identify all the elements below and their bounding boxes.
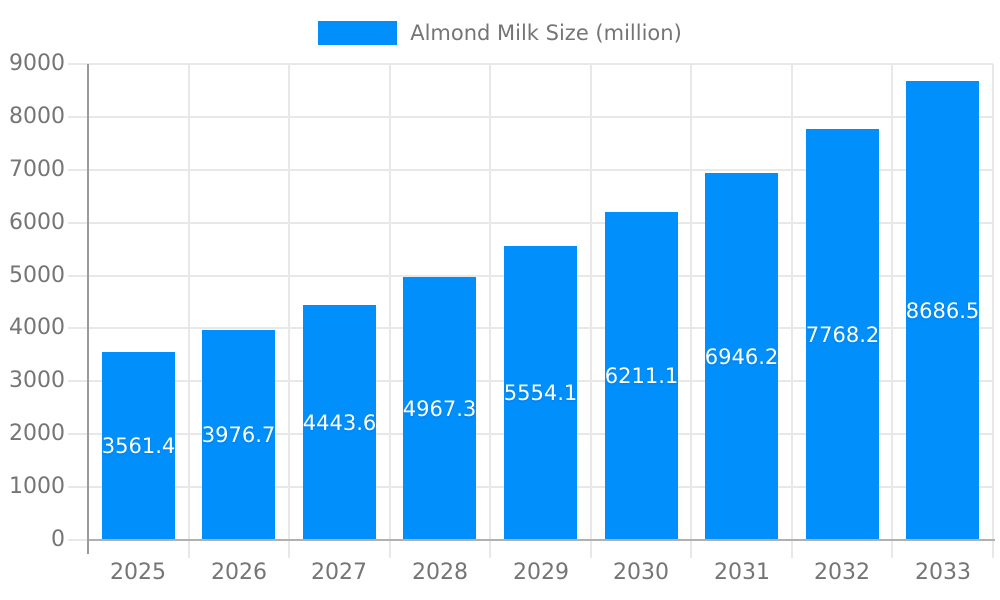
y-axis-label: 1000 [9,474,65,499]
y-axis-label: 4000 [9,315,65,340]
y-axis-label: 3000 [9,368,65,393]
x-axis-label: 2033 [915,560,971,585]
bar[interactable]: 3976.7 [202,330,275,540]
vertical-gridline [590,64,592,558]
y-axis-tick [68,380,88,382]
y-axis-tick [68,169,88,171]
x-axis-label: 2025 [110,560,166,585]
chart-legend[interactable]: Almond Milk Size (million) [0,19,1000,47]
bar[interactable]: 3561.4 [102,352,175,540]
x-axis-label: 2029 [513,560,569,585]
y-axis-tick [68,327,88,329]
bar-value-label: 7768.2 [805,322,880,347]
bar[interactable]: 4967.3 [403,277,476,540]
vertical-gridline [690,64,692,558]
x-axis-line [88,539,995,541]
bar-value-label: 3976.7 [201,423,276,447]
x-axis-label: 2030 [613,560,669,585]
bar[interactable]: 7768.2 [806,129,879,540]
x-axis-label: 2027 [311,560,367,585]
bar-value-label: 5554.1 [503,381,578,405]
y-axis-tick [68,275,88,277]
legend-label: Almond Milk Size (million) [410,21,682,45]
legend-swatch-icon [318,21,398,45]
y-axis-tick [68,433,88,435]
bar-value-label: 4967.3 [402,396,477,421]
horizontal-gridline [88,116,993,118]
bar-value-label: 3561.4 [101,434,176,458]
vertical-gridline [188,64,190,558]
horizontal-gridline [88,222,993,224]
y-axis-label: 9000 [9,51,65,76]
x-axis-label: 2028 [412,560,468,585]
y-axis-label: 5000 [9,263,65,288]
bar-value-label: 8686.5 [905,298,980,323]
y-axis-tick [68,539,88,541]
bar-value-label: 6946.2 [704,344,779,369]
vertical-gridline [288,64,290,558]
y-axis-label: 8000 [9,104,65,129]
y-axis-tick [68,63,88,65]
vertical-gridline [992,64,994,558]
bar[interactable]: 6211.1 [605,212,678,540]
bar[interactable]: 4443.6 [303,305,376,540]
x-axis-label: 2032 [814,560,870,585]
vertical-gridline [389,64,391,558]
y-axis-label: 7000 [9,157,65,182]
vertical-gridline [489,64,491,558]
y-axis-label: 0 [51,527,65,552]
bar[interactable]: 5554.1 [504,246,577,540]
x-axis-label: 2026 [211,560,267,585]
horizontal-gridline [88,169,993,171]
bar[interactable]: 8686.5 [906,81,979,540]
y-axis-tick [68,222,88,224]
vertical-gridline [791,64,793,558]
bar-value-label: 4443.6 [302,410,377,435]
y-axis-label: 2000 [9,421,65,446]
x-axis-label: 2031 [714,560,770,585]
bar-value-label: 6211.1 [604,364,679,388]
y-axis-label: 6000 [9,210,65,235]
horizontal-gridline [88,63,993,65]
y-axis-tick [68,486,88,488]
y-axis-tick [68,116,88,118]
vertical-gridline [891,64,893,558]
y-axis-line [87,64,89,554]
bar[interactable]: 6946.2 [705,173,778,540]
